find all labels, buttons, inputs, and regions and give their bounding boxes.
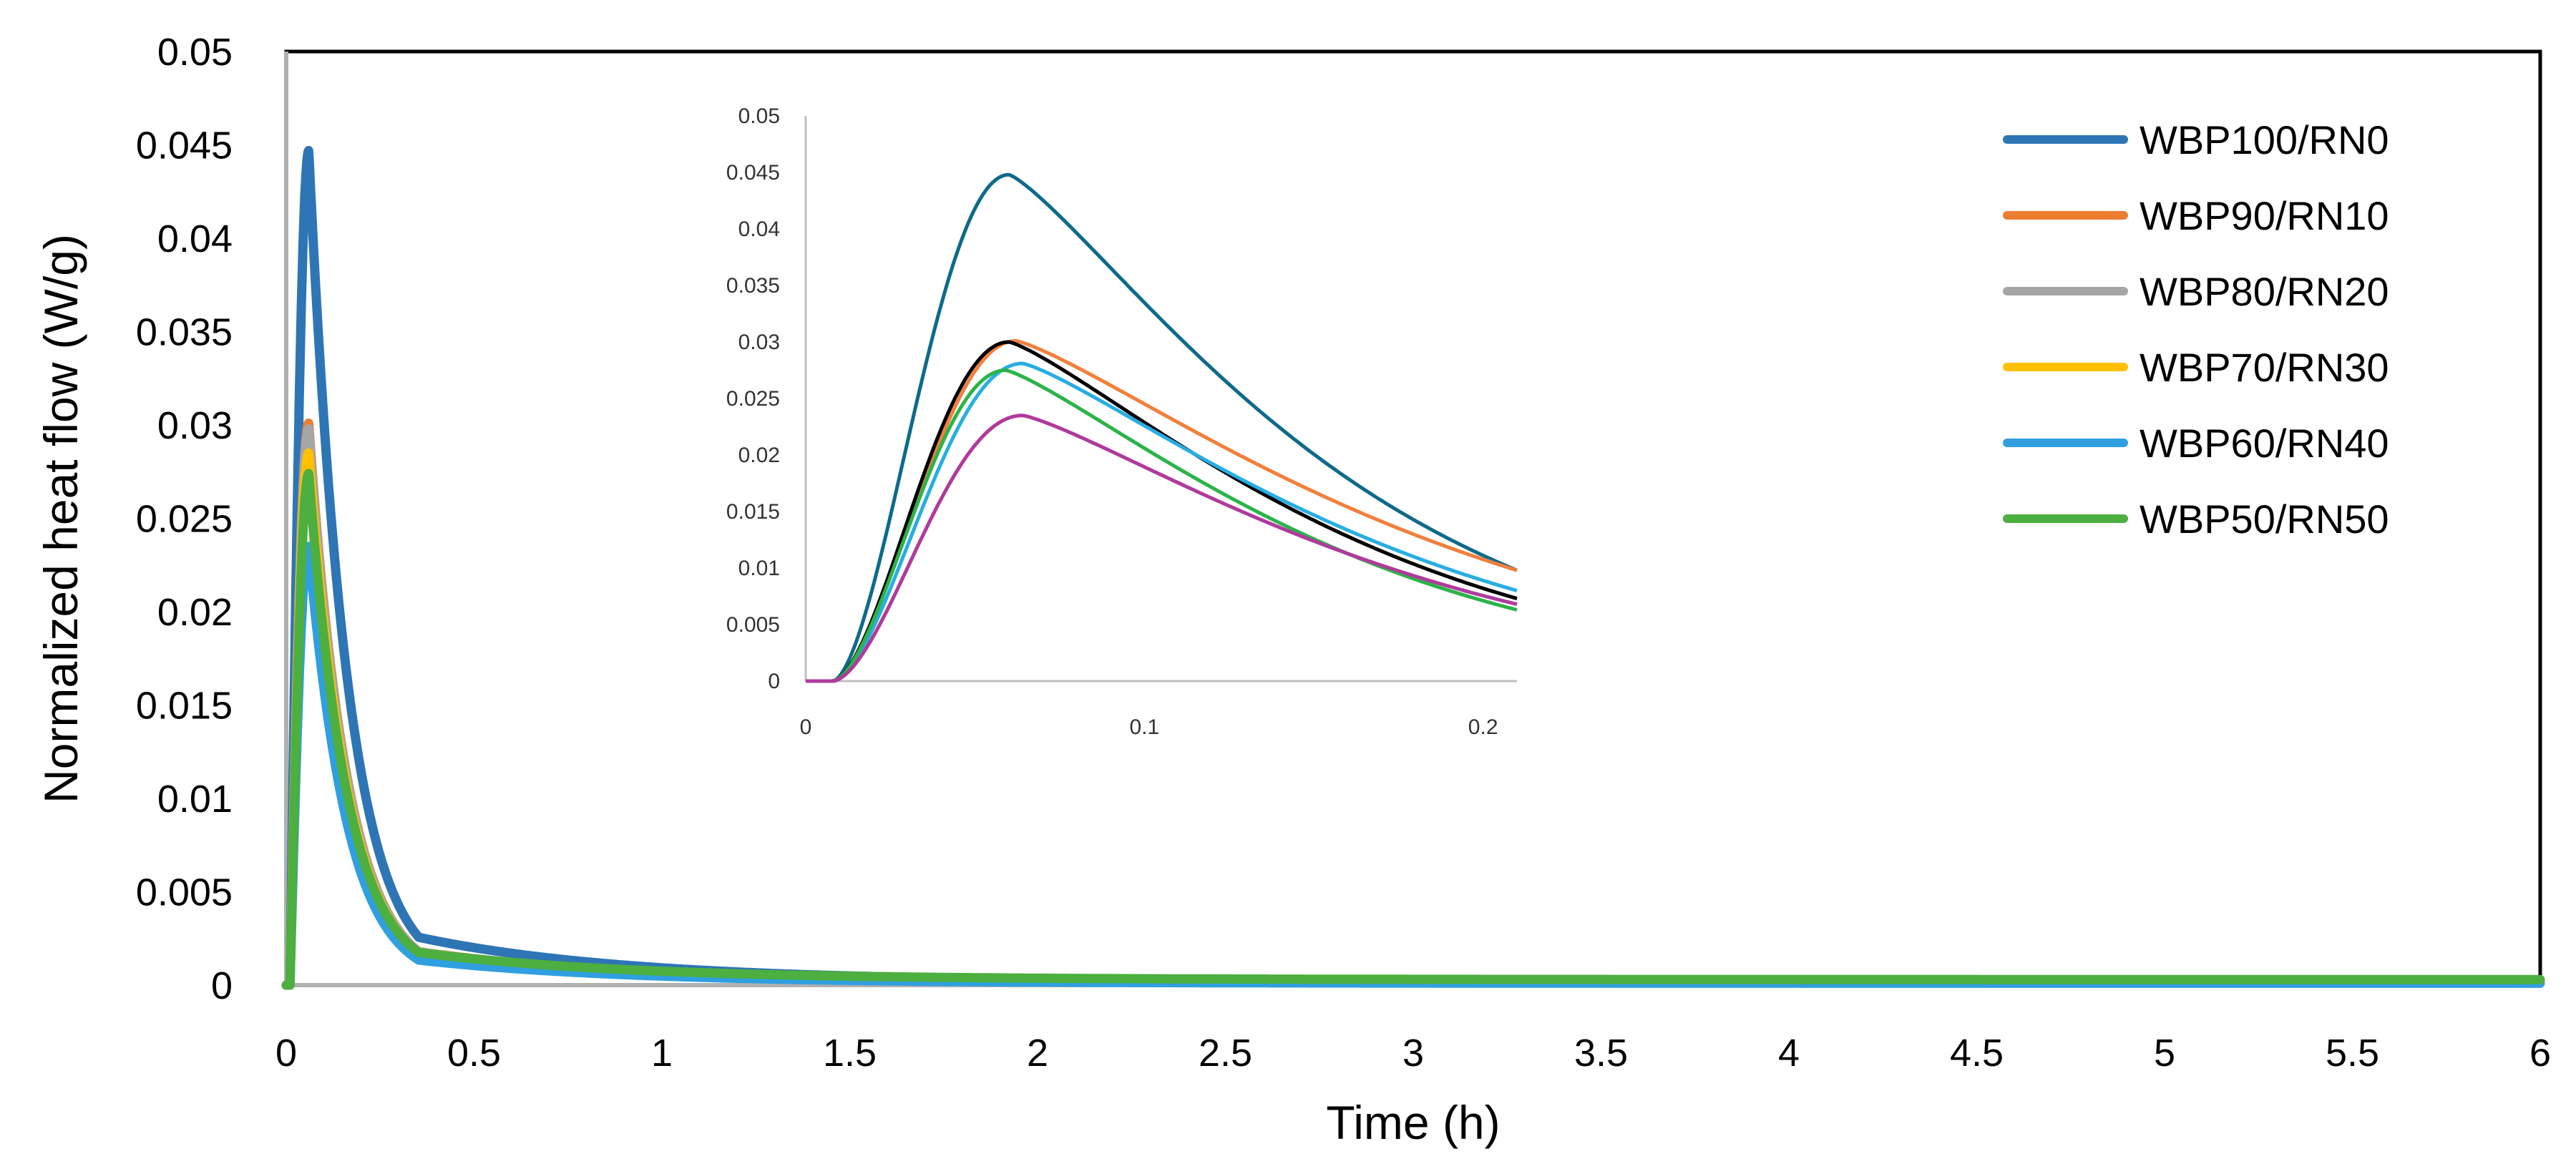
legend: WBP100/RN0 WBP90/RN10 WBP80/RN20 WBP70/RN30… — [2003, 117, 2389, 542]
inset-y-tick-label: 0.02 — [738, 444, 780, 467]
legend-label: WBP60/RN40 — [2140, 421, 2389, 466]
main-y-tick-label: 0.03 — [157, 404, 233, 447]
x-axis-title: Time (h) — [1326, 1096, 1500, 1149]
main-y-tick-label: 0.02 — [157, 591, 233, 634]
y-axis-title: Normalized heat flow (W/g) — [34, 234, 87, 803]
legend-label: WBP90/RN10 — [2140, 193, 2389, 238]
main-y-tick-label: 0.035 — [136, 311, 233, 354]
main-y-tick-label: 0.04 — [157, 217, 233, 260]
inset-series-line — [806, 340, 1518, 683]
main-y-tick-label: 0.005 — [136, 871, 233, 914]
main-y-tick-label: 0.01 — [157, 778, 233, 821]
inset-y-tick-label: 0.005 — [726, 613, 780, 637]
inset-series-lines — [806, 172, 1518, 683]
main-x-tick-label: 3 — [1402, 1032, 1424, 1075]
inset-x-tick-label: 0.1 — [1129, 715, 1159, 739]
main-x-tick-label: 6 — [2529, 1032, 2551, 1075]
inset-series-line — [806, 414, 1518, 683]
inset-y-tick-labels: 0 0.005 0.01 0.015 0.02 0.025 0.03 0.035 0.04 0.0… — [726, 104, 780, 693]
inset-series-line — [806, 172, 1518, 683]
inset-x-tick-label: 0.2 — [1468, 715, 1498, 739]
main-x-tick-label: 5.5 — [2326, 1032, 2379, 1075]
legend-label: WBP50/RN50 — [2140, 496, 2389, 542]
inset-x-tick-labels: 0 0.1 0.2 — [800, 715, 1498, 739]
inset-background — [806, 116, 1517, 681]
main-x-tick-label: 3.5 — [1574, 1032, 1628, 1075]
main-x-tick-label: 4.5 — [1950, 1032, 2004, 1075]
inset-y-tick-label: 0.04 — [738, 217, 780, 241]
inset-series-line — [806, 368, 1518, 683]
inset-y-tick-label: 0.045 — [726, 161, 780, 185]
main-y-tick-label: 0.045 — [136, 124, 233, 167]
inset-y-tick-label: 0 — [768, 670, 780, 693]
inset-y-tick-label: 0.015 — [726, 500, 780, 524]
main-y-tick-label: 0.015 — [136, 685, 233, 728]
main-x-tick-label: 2 — [1027, 1032, 1048, 1075]
main-x-tick-label: 5 — [2154, 1032, 2175, 1075]
main-series-line — [281, 469, 2545, 990]
main-x-tick-labels: 0 0.5 1 1.5 2 2.5 3 3.5 4 4.5 5 5.5 6 — [275, 1032, 2551, 1075]
main-y-tick-labels: 0 0.005 0.01 0.015 0.02 0.025 0.03 0.035 0.04 0.0… — [136, 31, 233, 1007]
inset-y-tick-label: 0.035 — [726, 274, 780, 298]
main-y-tick-label: 0.025 — [136, 498, 233, 541]
legend-label: WBP100/RN0 — [2140, 117, 2389, 162]
inset-chart: 0 0.005 0.01 0.015 0.02 0.025 0.03 0.035 0.04 0.0… — [726, 104, 1518, 739]
main-x-tick-label: 1.5 — [823, 1032, 877, 1075]
main-x-tick-label: 0.5 — [447, 1032, 501, 1075]
main-y-tick-label: 0.05 — [157, 31, 233, 74]
main-x-tick-label: 0 — [275, 1032, 297, 1075]
main-x-tick-label: 2.5 — [1199, 1032, 1252, 1075]
main-series-lines — [281, 146, 2545, 990]
legend-label: WBP70/RN30 — [2140, 345, 2389, 390]
inset-y-tick-label: 0.01 — [738, 557, 780, 580]
main-x-tick-label: 4 — [1778, 1032, 1800, 1075]
main-y-tick-label: 0 — [211, 964, 233, 1007]
main-x-tick-label: 1 — [651, 1032, 673, 1075]
legend-label: WBP80/RN20 — [2140, 269, 2389, 314]
inset-y-tick-label: 0.03 — [738, 331, 780, 354]
inset-y-tick-label: 0.025 — [726, 387, 780, 411]
inset-x-tick-label: 0 — [800, 715, 812, 739]
inset-series-line — [806, 361, 1518, 683]
inset-y-tick-label: 0.05 — [738, 104, 780, 128]
